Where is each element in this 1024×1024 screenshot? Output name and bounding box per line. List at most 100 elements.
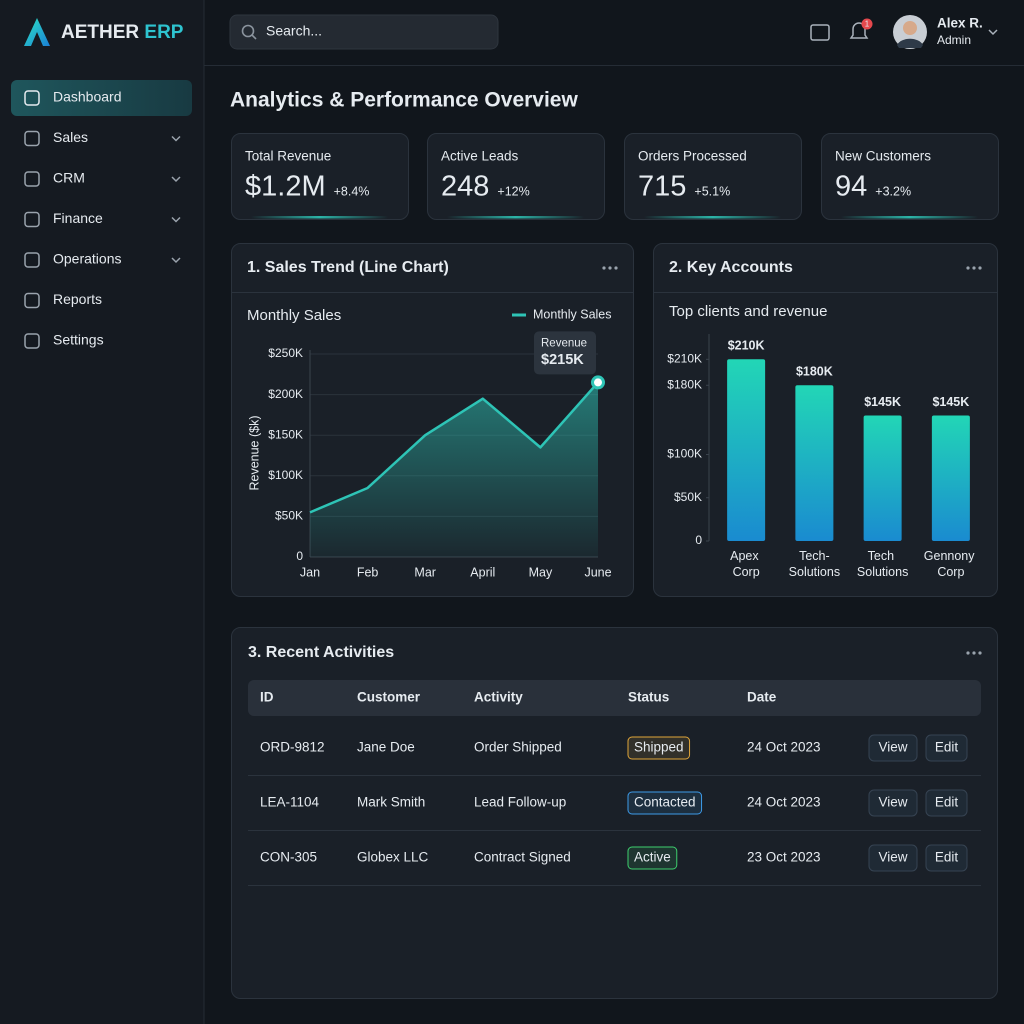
- messages-icon[interactable]: [810, 24, 830, 41]
- y-tick-label: $50K: [674, 490, 702, 504]
- kpi-value: $1.2M: [245, 171, 326, 203]
- y-axis-title: Revenue ($k): [247, 415, 261, 490]
- x-tick-label: Feb: [357, 565, 379, 579]
- notification-count: 1: [865, 20, 870, 29]
- status-badge: [627, 846, 678, 870]
- highlight-point: [591, 375, 605, 390]
- kpi-change: +5.1%: [694, 184, 730, 198]
- nav-item[interactable]: Dashboard: [53, 89, 122, 105]
- y-tick-label: $100K: [667, 447, 702, 461]
- nav-active-bg: [11, 80, 192, 116]
- kpi-card: [821, 133, 999, 220]
- action-button[interactable]: [868, 789, 918, 817]
- legend-label: Monthly Sales: [533, 307, 612, 321]
- kpi-card: [427, 133, 605, 220]
- kpi-value: 94: [835, 171, 867, 203]
- x-tick-label: Apex Corp: [730, 549, 762, 579]
- y-tick-label: $210K: [667, 351, 702, 365]
- x-tick-label: Tech Solutions: [857, 549, 908, 579]
- x-tick-label-line: Apex: [730, 549, 762, 563]
- brand-name: AETHER: [61, 22, 139, 43]
- kpi-change: +12%: [497, 184, 529, 198]
- nav-item[interactable]: CRM: [53, 170, 85, 186]
- action-label: View: [878, 850, 907, 865]
- column-header: Status: [628, 690, 669, 705]
- nav-icon: [24, 90, 40, 106]
- search-box[interactable]: [229, 14, 499, 50]
- brand-logo: [24, 18, 50, 46]
- user-role: Admin: [937, 33, 971, 47]
- action-button[interactable]: [868, 734, 918, 762]
- table-cell: Mark Smith: [357, 795, 425, 810]
- panel-title: 1. Sales Trend (Line Chart): [247, 259, 449, 276]
- table-cell: Lead Follow-up: [474, 795, 566, 810]
- bar: [863, 415, 902, 541]
- tooltip-value: $215K: [541, 352, 584, 368]
- nav-item[interactable]: Operations: [53, 251, 121, 267]
- x-tick-label-line: Corp: [733, 565, 760, 579]
- table-cell: Contract Signed: [474, 850, 571, 865]
- bar: [931, 415, 970, 541]
- notifications-icon[interactable]: [849, 22, 869, 39]
- table-cell: Globex LLC: [357, 850, 429, 865]
- kpi-value: 248: [441, 171, 489, 203]
- status-badge: [627, 791, 703, 815]
- search-placeholder: Search...: [266, 23, 322, 39]
- column-header: Customer: [357, 690, 421, 705]
- y-tick-label: $100K: [268, 468, 303, 482]
- more-menu[interactable]: [966, 266, 982, 270]
- bar-value-label: $210K: [728, 339, 765, 353]
- kpi-change: +3.2%: [875, 184, 911, 198]
- action-button[interactable]: [925, 734, 968, 762]
- table-cell: Jane Doe: [357, 740, 415, 755]
- brand: AETHER ERP: [61, 22, 184, 43]
- nav-icon: [24, 252, 40, 268]
- user-name: Alex R.: [937, 16, 983, 31]
- action-label: Edit: [935, 850, 959, 865]
- y-tick-label: 0: [695, 533, 702, 547]
- more-menu[interactable]: [966, 651, 982, 655]
- x-tick-label: June: [584, 565, 611, 579]
- chart-subtitle: Monthly Sales: [247, 307, 341, 324]
- nav-item[interactable]: Reports: [53, 291, 102, 307]
- kpi-glow: [644, 216, 781, 219]
- action-label: View: [878, 795, 907, 810]
- bar-value-label: $145K: [864, 395, 901, 409]
- status-badge-text: Contacted: [634, 795, 696, 810]
- table-cell: 24 Oct 2023: [747, 740, 821, 755]
- table-cell: 24 Oct 2023: [747, 795, 821, 810]
- action-label: Edit: [935, 740, 959, 755]
- table-cell: 23 Oct 2023: [747, 850, 821, 865]
- y-tick-label: $250K: [268, 346, 303, 360]
- area-fill: [310, 382, 598, 557]
- x-tick-label: April: [470, 565, 495, 579]
- kpi-label: New Customers: [835, 149, 931, 164]
- nav-icon: [24, 211, 40, 228]
- status-badge-text: Shipped: [634, 740, 684, 755]
- action-button[interactable]: [868, 844, 918, 872]
- line-series: [309, 381, 599, 514]
- y-tick-label: $50K: [275, 509, 303, 523]
- table-cell: Order Shipped: [474, 740, 562, 755]
- x-tick-label-line: Corp: [937, 565, 964, 579]
- user-menu-chevron[interactable]: [988, 29, 998, 36]
- status-badge-text: Active: [634, 850, 671, 865]
- kpi-change: +8.4%: [334, 184, 370, 198]
- column-header: ID: [260, 690, 274, 705]
- table-cell: ORD-9812: [260, 740, 325, 755]
- sidebar: [0, 0, 204, 1024]
- nav-item[interactable]: Sales: [53, 129, 88, 145]
- action-button[interactable]: [925, 789, 968, 817]
- more-menu[interactable]: [602, 266, 618, 270]
- search-icon: [251, 34, 257, 40]
- nav-item[interactable]: Finance: [53, 210, 103, 226]
- kpi-glow: [841, 216, 978, 219]
- tooltip: [534, 331, 596, 375]
- nav-item[interactable]: Settings: [53, 332, 104, 348]
- action-button[interactable]: [925, 844, 968, 872]
- column-header: Date: [747, 690, 777, 705]
- x-tick-label-line: Tech: [868, 549, 898, 563]
- x-tick-label: Gennony Corp: [924, 549, 978, 579]
- table-cell: CON-305: [260, 850, 317, 865]
- y-tick-label: $200K: [268, 387, 303, 401]
